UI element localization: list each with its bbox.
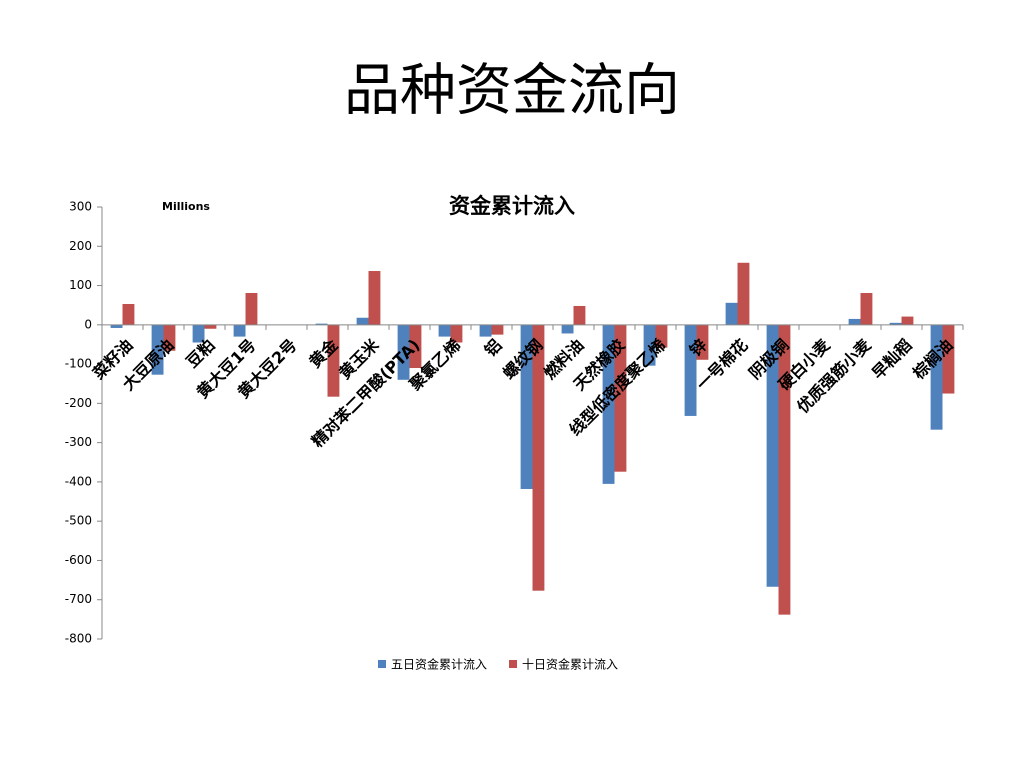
bar <box>163 324 176 351</box>
bar <box>602 324 615 484</box>
bar <box>725 302 738 325</box>
bar <box>860 293 873 325</box>
bar <box>151 324 164 375</box>
y-tick-label: -200 <box>65 396 92 410</box>
bar <box>561 324 574 334</box>
bar <box>778 324 791 615</box>
bar <box>696 324 709 360</box>
bar <box>532 324 545 591</box>
bar <box>848 318 861 325</box>
chart-title: 资金累计流入 <box>449 194 575 218</box>
bar <box>245 293 258 325</box>
bar <box>766 324 779 587</box>
bar <box>737 262 750 325</box>
bar <box>655 324 668 348</box>
bar <box>438 324 451 337</box>
y-tick-label: -700 <box>65 592 92 606</box>
bar <box>327 324 340 397</box>
bar <box>110 324 123 328</box>
slide-title: 品种资金流向 <box>344 59 680 124</box>
legend-label: 五日资金累计流入 <box>391 657 487 672</box>
bar <box>643 324 656 366</box>
bar <box>942 324 955 394</box>
legend-swatch <box>378 660 386 668</box>
bar <box>122 304 135 325</box>
y-tick-label: -100 <box>65 357 92 371</box>
bar <box>491 324 504 335</box>
bar <box>397 324 410 380</box>
y-tick-label: 0 <box>84 317 92 331</box>
bar <box>192 324 205 343</box>
bar <box>368 271 381 325</box>
x-tick-label: 早籼稻 <box>868 335 915 382</box>
y-tick-label: 200 <box>69 239 92 253</box>
bar <box>930 324 943 430</box>
legend-label: 十日资金累计流入 <box>522 657 618 672</box>
bar <box>479 324 492 337</box>
bar <box>684 324 697 416</box>
y-tick-label: 300 <box>69 200 92 214</box>
y-tick-label: 100 <box>69 278 92 292</box>
bar <box>315 323 328 325</box>
bar <box>889 322 902 325</box>
bar <box>409 324 422 369</box>
bar <box>614 324 627 472</box>
legend-swatch <box>509 660 518 668</box>
bar <box>233 324 246 337</box>
bar <box>356 317 369 325</box>
y-tick-label: -400 <box>65 474 92 488</box>
y-tick-label: -600 <box>65 553 92 567</box>
unit-label: Millions <box>162 200 210 213</box>
x-tick-label: 铝 <box>481 335 506 360</box>
bar <box>204 324 217 329</box>
bar <box>901 316 914 325</box>
x-tick-label: 豆粕 <box>182 335 218 371</box>
y-tick-label: -500 <box>65 514 92 528</box>
y-tick-label: -800 <box>65 632 92 646</box>
bar <box>573 305 586 325</box>
bar <box>450 324 463 343</box>
bar <box>520 324 533 489</box>
y-tick-label: -300 <box>65 435 92 449</box>
